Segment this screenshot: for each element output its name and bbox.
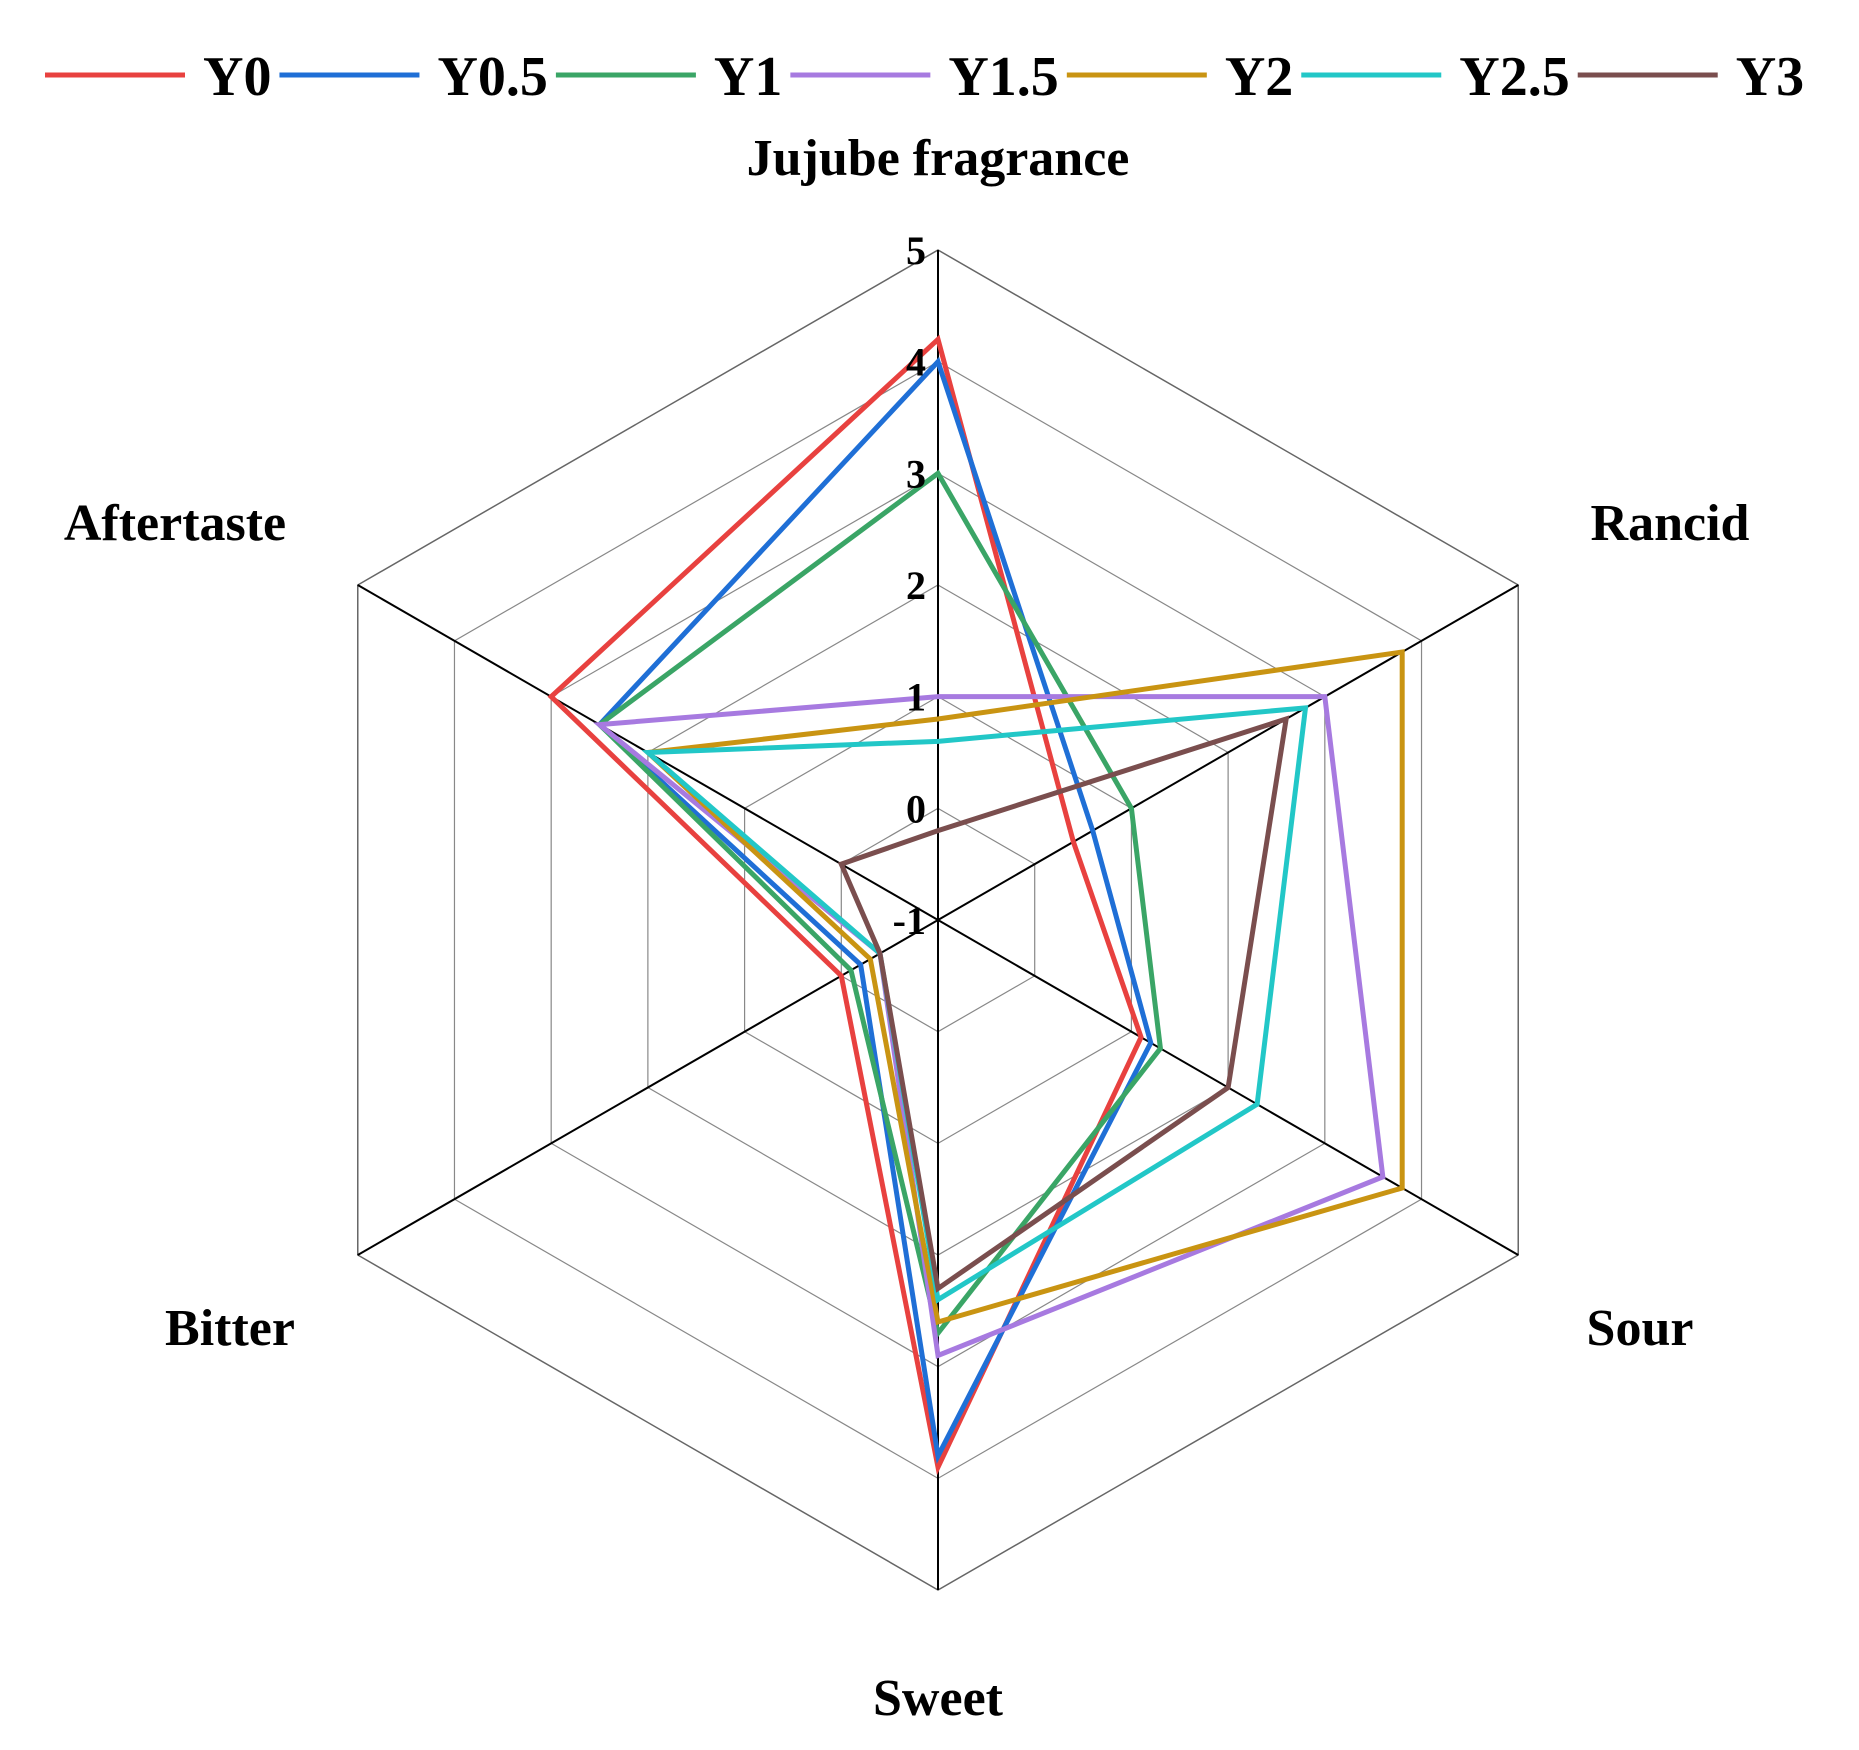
tick-label: -1 — [893, 898, 926, 943]
radar-tick-labels: -1 0 1 2 3 4 5 — [893, 228, 926, 943]
tick-label: 3 — [906, 451, 926, 496]
axis-label: Jujube fragrance — [747, 130, 1130, 187]
series-line — [641, 705, 1309, 1304]
axis-label: Sour — [1587, 1300, 1694, 1357]
series-line — [595, 469, 1164, 1339]
axis-spoke — [937, 584, 1519, 921]
series-line — [547, 334, 1144, 1476]
legend-label: Y0.5 — [437, 46, 547, 108]
legend-label: Y2 — [1225, 46, 1293, 108]
tick-label: 4 — [906, 340, 926, 385]
series-line — [837, 715, 1290, 1293]
tick-label: 2 — [906, 563, 926, 608]
radar-axis-labels: Jujube fragrance Rancid Sour Sweet Bitter Aft… — [64, 130, 1750, 1727]
axis-label: Sweet — [873, 1670, 1004, 1727]
tick-label: 0 — [906, 786, 926, 831]
radar-series — [547, 334, 1405, 1476]
axis-label: Bitter — [165, 1300, 295, 1357]
axis-label: Rancid — [1591, 495, 1750, 552]
tick-label: 1 — [906, 675, 926, 720]
radar-axes — [357, 250, 1519, 1590]
legend-label: Y0 — [203, 46, 271, 108]
legend-label: Y1 — [714, 46, 782, 108]
legend-label: Y3 — [1736, 46, 1804, 108]
legend-label: Y1.5 — [948, 46, 1058, 108]
legend-label: Y2.5 — [1459, 46, 1569, 108]
axis-label: Aftertaste — [64, 495, 286, 552]
tick-label: 5 — [906, 228, 926, 273]
legend: Y0 Y0.5 Y1 Y1.5 Y2 Y2.5 Y3 — [45, 46, 1804, 108]
series-line — [593, 694, 1386, 1360]
